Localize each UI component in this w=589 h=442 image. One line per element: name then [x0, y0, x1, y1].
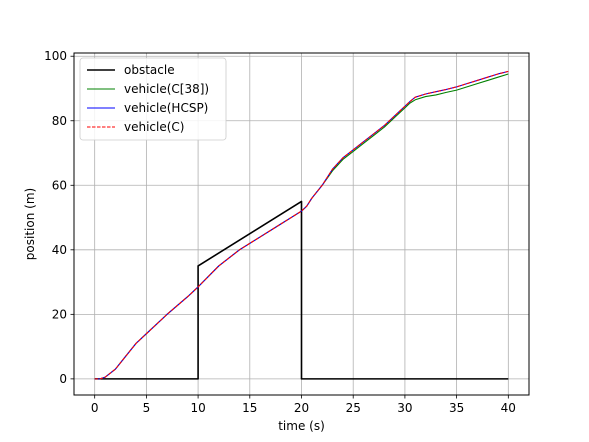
- y-axis-label: position (m): [23, 188, 37, 260]
- x-tick-label: 40: [501, 401, 516, 415]
- legend-label-1: vehicle(C[38]): [124, 82, 209, 96]
- y-tick-label: 60: [52, 178, 67, 192]
- axis-ticks: 0 5 10 15 20 25 30 35 40 0 20 40 60 80 100: [44, 49, 516, 415]
- y-tick-label: 100: [44, 49, 67, 63]
- x-tick-label: 15: [242, 401, 257, 415]
- x-axis-label: time (s): [278, 419, 325, 433]
- x-tick-label: 0: [91, 401, 99, 415]
- legend: obstacle vehicle(C[38]) vehicle(HCSP) vehic…: [79, 57, 227, 141]
- y-tick-label: 40: [52, 243, 67, 257]
- x-tick-label: 20: [294, 401, 309, 415]
- y-tick-label: 20: [52, 307, 67, 321]
- x-tick-label: 35: [449, 401, 464, 415]
- x-tick-label: 25: [346, 401, 361, 415]
- series-group: [94, 70, 509, 380]
- y-tick-label: 0: [59, 372, 67, 386]
- y-tick-label: 80: [52, 114, 67, 128]
- series-line-3: [94, 70, 509, 380]
- x-tick-label: 30: [397, 401, 412, 415]
- legend-label-2: vehicle(HCSP): [124, 101, 208, 115]
- x-tick-label: 5: [143, 401, 151, 415]
- legend-label-3: vehicle(C): [124, 120, 184, 134]
- legend-label-0: obstacle: [124, 63, 175, 77]
- legend-box: [79, 57, 227, 141]
- series-line-0: [94, 200, 509, 380]
- x-tick-label: 10: [190, 401, 205, 415]
